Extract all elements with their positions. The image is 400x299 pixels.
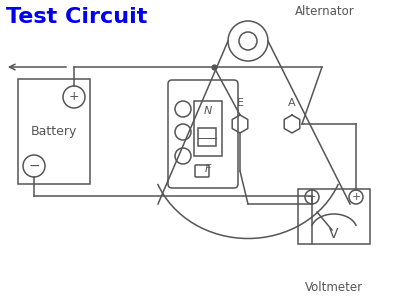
Text: E: E bbox=[236, 98, 244, 108]
Bar bbox=[194, 101, 222, 156]
Text: +: + bbox=[351, 192, 361, 202]
Bar bbox=[298, 189, 370, 244]
Text: Battery: Battery bbox=[31, 125, 77, 138]
Text: N: N bbox=[204, 106, 212, 116]
Bar bbox=[198, 128, 216, 146]
Text: F: F bbox=[205, 164, 211, 174]
Text: Alternator: Alternator bbox=[295, 5, 355, 18]
Text: Test Circuit: Test Circuit bbox=[6, 7, 147, 27]
Text: −: − bbox=[28, 159, 40, 173]
Text: A: A bbox=[288, 98, 296, 108]
Text: Voltmeter: Voltmeter bbox=[305, 281, 363, 294]
Text: −: − bbox=[307, 192, 317, 202]
Text: +: + bbox=[69, 91, 79, 103]
Text: V: V bbox=[329, 227, 339, 241]
Bar bbox=[18, 79, 90, 184]
